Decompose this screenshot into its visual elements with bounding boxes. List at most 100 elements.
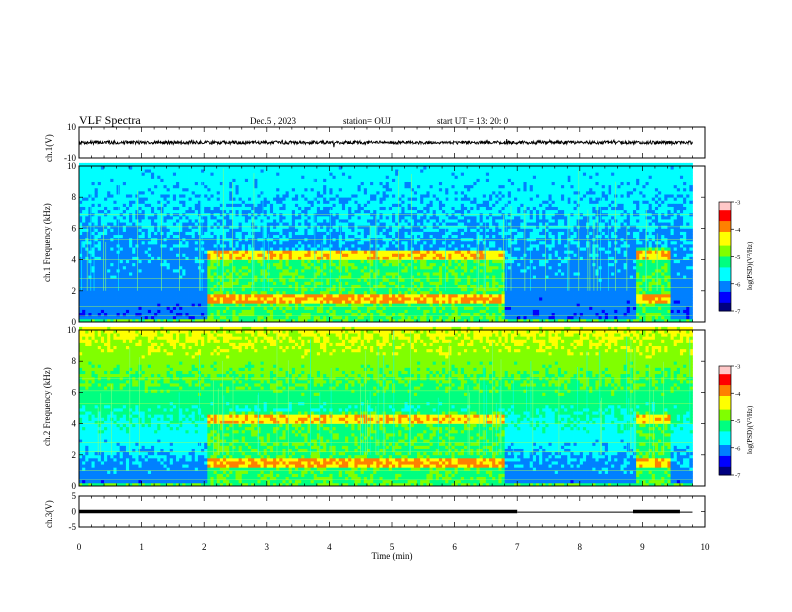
spectrogram-cell xyxy=(323,312,327,317)
spectrogram-cell xyxy=(107,209,111,214)
spectrogram-cell xyxy=(147,268,152,273)
spectrogram-cell xyxy=(273,318,277,323)
spectrogram-cell xyxy=(376,278,380,282)
spectrogram-cell xyxy=(216,265,221,270)
spectrogram-cell xyxy=(166,300,171,304)
spectrogram-cell xyxy=(132,250,136,254)
spectrogram-cell xyxy=(257,284,261,289)
spectrogram-cell xyxy=(345,178,349,182)
spectrogram-cell xyxy=(191,253,196,257)
spectrogram-cell xyxy=(370,178,374,182)
spectrogram-cell xyxy=(207,228,211,232)
spectrogram-cell xyxy=(201,259,205,264)
spectrogram-cell xyxy=(222,215,227,220)
spectrogram-cell xyxy=(176,234,180,239)
spectrogram-cell xyxy=(244,197,249,201)
spectrogram-cell xyxy=(219,306,224,310)
spectrogram-cell xyxy=(132,166,136,170)
spectrogram-cell xyxy=(210,300,214,304)
spectrogram-cell xyxy=(345,278,349,282)
spectrogram-cell xyxy=(366,203,371,207)
spectrogram-cell xyxy=(282,272,286,276)
spectrogram-cell xyxy=(316,219,321,223)
spectrogram-cell xyxy=(335,175,340,179)
spectrogram-cell xyxy=(97,272,102,276)
spectrogram-cell xyxy=(260,181,265,186)
spectrogram-cell xyxy=(94,268,99,273)
spectrogram-cell xyxy=(269,222,274,226)
spectrogram-cell xyxy=(135,297,139,301)
spectrogram-cell xyxy=(254,272,258,276)
spectrogram-cell xyxy=(304,303,308,307)
spectrogram-cell xyxy=(357,275,362,279)
spectrogram-cell xyxy=(257,209,261,214)
spectrogram-cell xyxy=(288,300,293,304)
spectrogram-cell xyxy=(79,184,83,189)
spectrogram-cell xyxy=(176,262,180,267)
spectrogram-cell xyxy=(147,290,152,295)
spectrogram-cell xyxy=(360,172,365,176)
spectrogram-cell xyxy=(185,278,189,282)
spectrogram-cell xyxy=(329,306,333,310)
spectrogram-cell xyxy=(357,268,362,273)
spectrogram-cell xyxy=(326,250,330,254)
spectrogram-cell xyxy=(373,315,377,320)
spectrogram-cell xyxy=(122,287,127,292)
spectrogram-cell xyxy=(107,278,111,282)
spectrogram-cell xyxy=(307,253,312,257)
spectrogram-cell xyxy=(269,315,274,320)
spectrogram-cell xyxy=(345,312,349,317)
spectrogram-cell xyxy=(254,278,258,282)
spectrogram-cell xyxy=(147,206,152,211)
spectrogram-cell xyxy=(107,172,111,176)
spectrogram-cell xyxy=(166,178,171,182)
spectrogram-cell xyxy=(360,303,365,307)
spectrogram-cell xyxy=(235,284,240,289)
spectrogram-cell xyxy=(97,184,102,189)
spectrogram-cell xyxy=(279,181,283,186)
spectrogram-cell xyxy=(326,222,330,226)
spectrogram-cell xyxy=(266,309,271,314)
spectrogram-cell xyxy=(326,197,330,201)
spectrogram-cell xyxy=(157,190,161,195)
spectrogram-cell xyxy=(119,303,124,307)
spectrogram-cell xyxy=(238,234,243,239)
spectrogram-cell xyxy=(150,247,155,251)
spectrogram-cell xyxy=(197,318,202,323)
spectrogram-cell xyxy=(166,209,171,214)
spectrogram-cell xyxy=(97,306,102,310)
spectrogram-cell xyxy=(241,203,246,207)
spectrogram-cell xyxy=(100,306,105,310)
spectrogram-cell xyxy=(122,265,127,270)
spectrogram-cell xyxy=(179,306,183,310)
spectrogram-cell xyxy=(132,281,136,285)
spectrogram-cell xyxy=(141,200,146,204)
spectrogram-cell xyxy=(135,300,139,304)
spectrogram-cell xyxy=(238,228,243,232)
spectrogram-cell xyxy=(88,206,92,211)
spectrogram-cell xyxy=(257,312,261,317)
spectrogram-cell xyxy=(82,284,86,289)
spectrogram-cell xyxy=(241,222,246,226)
spectrogram-cell xyxy=(154,215,158,220)
spectrogram-cell xyxy=(316,250,321,254)
spectrogram-cell xyxy=(301,166,305,170)
spectrogram-cell xyxy=(182,290,186,295)
spectrogram-cell xyxy=(291,178,296,182)
spectrogram-cell xyxy=(88,303,92,307)
spectrogram-cell xyxy=(119,231,124,236)
spectrogram-cell xyxy=(316,187,321,192)
spectrogram-cell xyxy=(341,219,346,223)
spectrogram-cell xyxy=(341,290,346,295)
spectrogram-cell xyxy=(169,272,174,276)
spectrogram-cell xyxy=(150,166,155,170)
spectrogram-cell xyxy=(348,300,352,304)
spectrogram-cell xyxy=(244,247,249,251)
spectrogram-cell xyxy=(363,228,368,232)
spectrogram-cell xyxy=(100,244,105,248)
spectrogram-cell xyxy=(232,169,236,173)
spectrogram-cell xyxy=(194,162,199,167)
spectrogram-cell xyxy=(282,222,286,226)
spectrogram-cell xyxy=(163,309,168,314)
spectrogram-cell xyxy=(91,253,96,257)
